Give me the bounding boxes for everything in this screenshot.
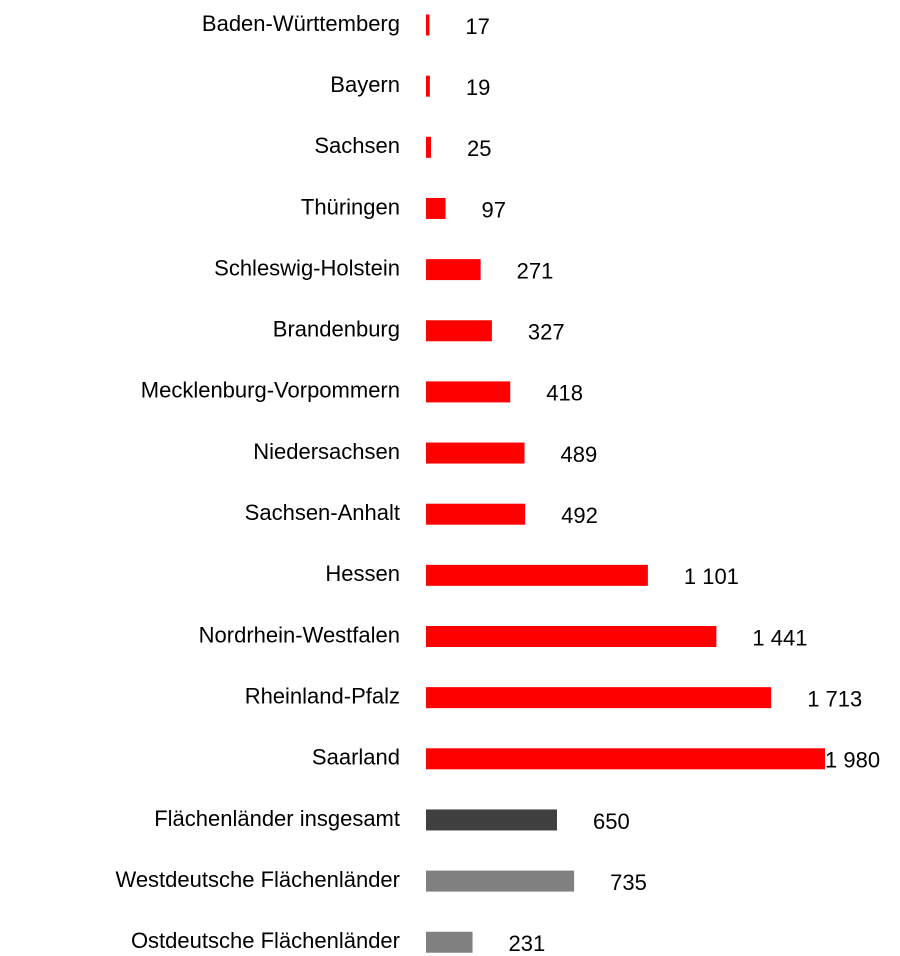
category-label: Nordrhein-Westfalen	[199, 622, 400, 647]
value-label: 327	[528, 320, 565, 345]
bar	[426, 75, 430, 97]
value-label: 231	[509, 931, 546, 956]
category-label: Saarland	[312, 745, 400, 770]
value-label: 25	[467, 136, 491, 161]
bar	[426, 320, 492, 342]
bar	[426, 442, 525, 464]
bar	[426, 870, 575, 892]
bar	[426, 503, 526, 525]
bar	[426, 564, 648, 586]
value-label: 19	[466, 75, 490, 100]
value-label: 735	[610, 870, 647, 895]
value-label: 271	[517, 258, 554, 283]
category-label: Sachsen	[314, 133, 400, 158]
value-label: 1 441	[752, 625, 807, 650]
bar	[426, 931, 473, 953]
value-label: 17	[465, 14, 489, 39]
category-label: Flächenländer insgesamt	[154, 806, 400, 831]
category-label: Schleswig-Holstein	[214, 255, 400, 280]
category-label: Westdeutsche Flächenländer	[115, 867, 400, 892]
bar	[426, 14, 430, 36]
bar	[426, 626, 717, 647]
category-label: Mecklenburg-Vorpommern	[141, 378, 400, 403]
value-label: 1 980	[825, 748, 880, 773]
value-label: 1 713	[807, 686, 862, 711]
bar	[426, 381, 511, 403]
bar	[426, 687, 772, 709]
category-label: Thüringen	[301, 194, 400, 219]
value-label: 650	[593, 809, 630, 834]
category-label: Sachsen-Anhalt	[245, 500, 400, 525]
category-label: Brandenburg	[273, 317, 400, 342]
category-label: Hessen	[325, 561, 400, 586]
value-label: 489	[561, 442, 598, 467]
bar	[426, 748, 825, 770]
value-label: 1 101	[684, 564, 739, 589]
value-label: 492	[561, 503, 598, 528]
category-label: Niedersachsen	[253, 439, 400, 464]
category-label: Baden-Württemberg	[202, 11, 400, 36]
value-label: 418	[546, 381, 583, 406]
bar	[426, 136, 432, 158]
bar	[426, 809, 557, 831]
bar	[426, 197, 446, 219]
category-label: Ostdeutsche Flächenländer	[131, 928, 400, 953]
category-label: Rheinland-Pfalz	[245, 683, 400, 708]
category-label: Bayern	[330, 72, 400, 97]
value-label: 97	[482, 197, 506, 222]
bar	[426, 259, 481, 281]
